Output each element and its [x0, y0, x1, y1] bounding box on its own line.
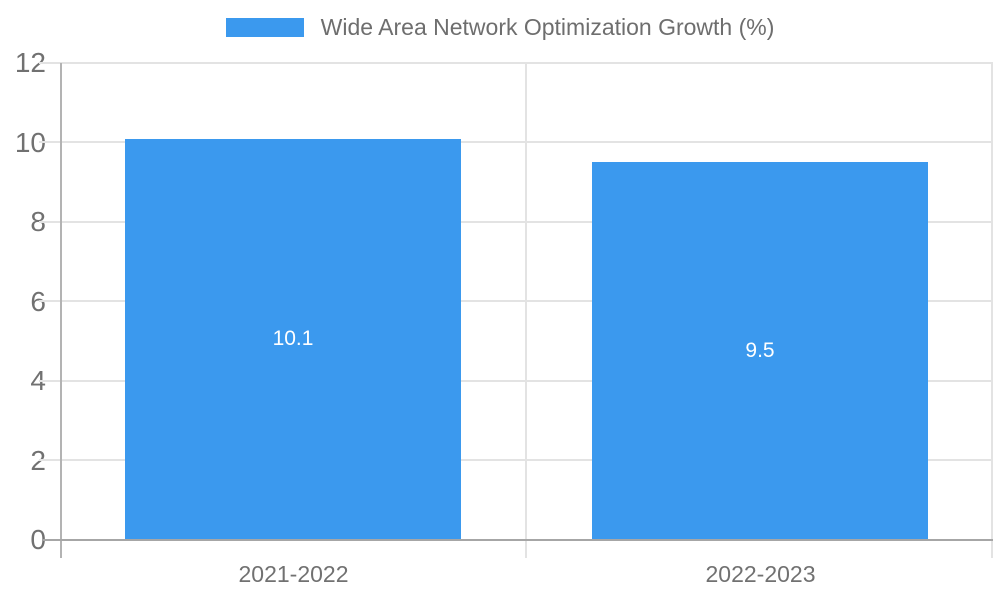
- x-tick-label-2022-2023: 2022-2023: [705, 561, 816, 587]
- y-tick-label: 6: [0, 288, 46, 316]
- y-tick-label: 4: [30, 365, 46, 396]
- gridline-6: [39, 300, 993, 302]
- legend-swatch-icon: [225, 18, 304, 37]
- gridline-12: [39, 62, 993, 64]
- bar-2022-2023[interactable]: 9.5: [592, 162, 928, 540]
- bar-value-label: 9.5: [745, 339, 775, 363]
- y-tick-label: 8: [30, 206, 46, 237]
- plot-area: 10.1 9.5: [39, 62, 993, 558]
- gridline-10: [39, 141, 993, 143]
- category-divider-line: [525, 63, 527, 558]
- bar-value-label: 10.1: [272, 327, 314, 351]
- gridline-4: [39, 380, 993, 382]
- x-axis-baseline: [43, 539, 993, 541]
- legend-label: Wide Area Network Optimization Growth (%…: [320, 14, 775, 40]
- gridline-8: [39, 221, 993, 223]
- y-tick-label: 2: [0, 447, 46, 475]
- y-tick-label: 0: [30, 524, 46, 555]
- x-tick-label-2021-2022: 2021-2022: [238, 561, 349, 587]
- plot-right-border: [991, 63, 993, 558]
- chart-legend[interactable]: Wide Area Network Optimization Growth (%…: [0, 14, 1000, 41]
- bar-2021-2022[interactable]: 10.1: [125, 138, 461, 540]
- y-tick-label: 10: [14, 127, 46, 158]
- y-axis-line: [60, 63, 62, 558]
- gridline-2: [39, 459, 993, 461]
